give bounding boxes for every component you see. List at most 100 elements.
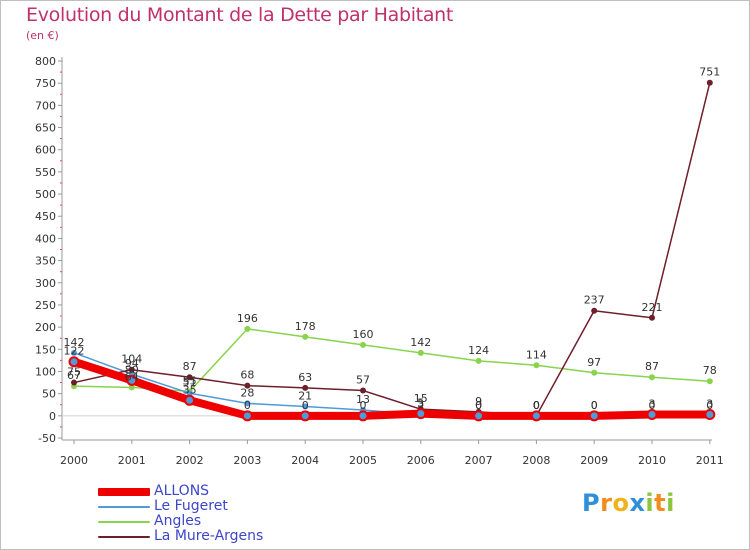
data-label-angles: 64 [125,370,139,383]
data-label-la-mure-argens: 104 [121,353,142,366]
data-label-allons: 80 [125,363,139,376]
data-point-la-mure-argens [128,366,135,373]
y-tick-label: 200 [35,321,56,334]
data-label-allons: 0 [302,399,309,412]
data-label-allons: 0 [591,399,598,412]
data-point-le-fugeret [244,400,251,407]
x-tick-label: 2007 [465,454,493,467]
data-label-allons: 3 [649,397,656,410]
y-tick-label: 250 [35,299,56,312]
x-tick-label: 2008 [522,454,550,467]
data-label-la-mure-argens: 15 [414,392,428,405]
data-point-angles [417,349,424,356]
data-point-angles [244,325,251,332]
x-tick-label: 2011 [696,454,724,467]
legend-item-angles[interactable]: Angles [98,514,263,529]
data-point-angles [533,362,540,369]
data-label-angles: 87 [645,360,659,373]
chart-title: Evolution du Montant de la Dette par Hab… [26,4,454,26]
data-label-angles: 67 [67,369,81,382]
logo-letter: x [629,489,646,517]
data-label-allons: 0 [244,399,251,412]
data-label-angles: 178 [295,320,316,333]
y-tick-label: 350 [35,255,56,268]
data-label-angles: 160 [353,328,374,341]
logo-letter: i [645,489,655,517]
logo-letter: t [654,489,667,517]
data-point-allons [68,356,80,368]
logo-letter: P [582,489,601,517]
data-label-la-mure-argens: 0 [533,399,540,412]
data-label-le-fugeret: 3 [417,397,424,410]
data-point-le-fugeret [186,390,193,397]
y-tick-label: 150 [35,343,56,356]
series-line-le-fugeret [73,352,711,417]
y-tick-label: 650 [35,122,56,135]
data-point-la-mure-argens [244,382,251,389]
data-point-angles [302,333,309,340]
data-point-angles [475,357,482,364]
series-line-la-mure-argens [73,81,711,417]
data-label-allons: 0 [475,399,482,412]
data-point-le-fugeret [71,349,77,356]
logo-letter: i [666,489,675,517]
data-label-la-mure-argens: 75 [67,366,81,379]
chart-legend: ALLONS Le Fugeret Angles La Mure-Argens [98,484,263,544]
legend-label: Angles [154,513,202,529]
x-tick-label: 2001 [118,454,146,467]
data-point-la-mure-argens [71,379,77,386]
data-point-allons [241,410,253,422]
chart-unit-label: (en €) [26,29,59,42]
y-tick-label: 500 [35,188,56,201]
data-point-angles [128,384,135,391]
data-label-la-mure-argens: 221 [642,301,663,314]
legend-label: ALLONS [154,483,210,499]
y-tick-label: 600 [35,144,56,157]
data-point-allons [646,408,658,420]
legend-swatch-angles [98,520,150,523]
y-tick-label: 400 [35,232,56,245]
data-label-le-fugeret: 0 [533,399,540,412]
y-tick-label: 50 [42,388,56,401]
data-point-allons [473,410,485,422]
data-label-allons: 0 [533,399,540,412]
data-point-la-mure-argens [360,387,366,394]
data-point-angles [649,374,655,381]
legend-item-la-mure-argens[interactable]: La Mure-Argens [98,529,263,544]
data-point-allons [415,408,427,420]
data-label-angles: 55 [183,374,197,387]
x-tick-label: 2004 [291,454,319,467]
data-point-la-mure-argens [649,314,655,321]
data-label-angles: 142 [410,336,431,349]
data-point-allons [184,394,196,406]
y-tick-label: 0 [49,410,56,423]
legend-swatch-allons [98,487,150,496]
data-label-le-fugeret: 0 [706,399,713,412]
legend-item-allons[interactable]: ALLONS [98,484,263,499]
data-label-le-fugeret: 0 [591,399,598,412]
legend-item-le-fugeret[interactable]: Le Fugeret [98,499,263,514]
x-tick-label: 2003 [233,454,261,467]
data-label-angles: 196 [237,312,258,325]
data-label-le-fugeret: 21 [298,390,312,403]
data-label-angles: 114 [526,348,547,361]
legend-label: Le Fugeret [154,498,228,514]
data-label-le-fugeret: 142 [64,336,85,349]
data-label-la-mure-argens: 68 [240,369,254,382]
y-tick-label: 800 [35,55,56,68]
data-point-angles [591,369,598,376]
data-label-angles: 97 [587,356,601,369]
logo-letter: o [612,489,630,517]
data-label-angles: 124 [468,344,489,357]
data-point-allons [704,408,716,420]
data-point-la-mure-argens [591,307,598,314]
x-tick-label: 2009 [580,454,608,467]
y-tick-label: -50 [38,432,56,445]
data-label-allons: 3 [706,397,713,410]
data-label-la-mure-argens: 751 [699,66,720,79]
series-line-allons [70,357,714,420]
data-label-allons: 122 [64,345,85,358]
data-point-la-mure-argens [186,374,193,381]
